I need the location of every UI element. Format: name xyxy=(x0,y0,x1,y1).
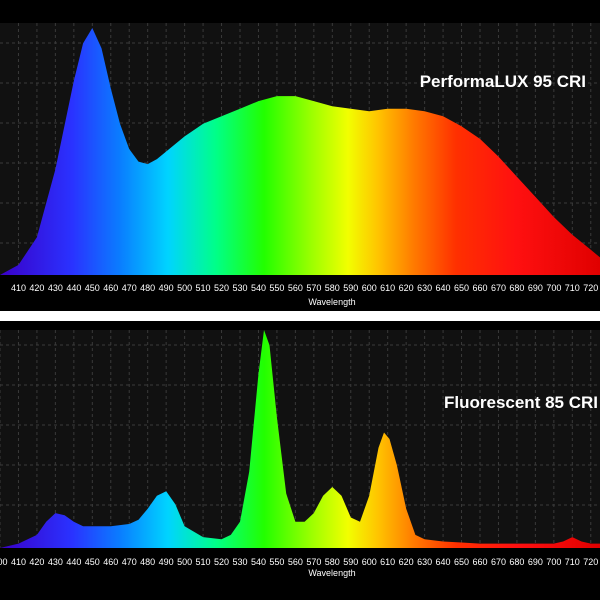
x-tick-label: 550 xyxy=(269,283,284,293)
x-tick-label: 640 xyxy=(436,283,451,293)
x-tick-label: 570 xyxy=(306,557,321,567)
x-tick-label: 510 xyxy=(196,557,211,567)
x-tick-label: 670 xyxy=(491,283,506,293)
x-tick-label: 490 xyxy=(159,283,174,293)
x-tick-label: 450 xyxy=(85,283,100,293)
x-tick-label: 580 xyxy=(325,557,340,567)
x-tick-label: 510 xyxy=(196,283,211,293)
x-tick-label: 540 xyxy=(251,283,266,293)
x-tick-label: 520 xyxy=(214,283,229,293)
x-tick-label: 590 xyxy=(343,557,358,567)
x-tick-label: 520 xyxy=(214,557,229,567)
x-tick-label: 630 xyxy=(417,557,432,567)
x-tick-label: 480 xyxy=(140,557,155,567)
x-axis-title: Wavelength xyxy=(308,297,355,307)
x-tick-label: 690 xyxy=(528,283,543,293)
x-tick-label: 660 xyxy=(472,283,487,293)
x-tick-label: 620 xyxy=(399,557,414,567)
x-tick-label: 410 xyxy=(11,557,26,567)
fluorescent-spectrum-chart: 4004104204304404504604704804905005105205… xyxy=(0,330,600,578)
x-tick-label: 410 xyxy=(11,283,26,293)
performalux-spectrum-chart: 410 420 430 440 450 460 470 480 490 500 510 520 530 5… xyxy=(0,23,600,307)
x-tick-label: 500 xyxy=(177,283,192,293)
spectrum-series-area xyxy=(0,28,600,275)
chart-panel-background xyxy=(0,330,600,548)
x-axis-title: Wavelength xyxy=(308,568,355,578)
x-tick-label: 630 xyxy=(417,283,432,293)
x-tick-label: 530 xyxy=(232,557,247,567)
x-tick-label: 430 xyxy=(48,557,63,567)
x-tick-label: 540 xyxy=(251,557,266,567)
x-tick-label: 680 xyxy=(509,557,524,567)
x-tick-label: 680 xyxy=(509,283,524,293)
x-tick-label: 590 xyxy=(343,283,358,293)
x-tick-label: 660 xyxy=(472,557,487,567)
divider-band xyxy=(0,311,600,321)
x-tick-label: 450 xyxy=(85,557,100,567)
x-tick-label: 650 xyxy=(454,557,469,567)
x-tick-label: 710 xyxy=(565,557,580,567)
x-tick-label: 650 xyxy=(454,283,469,293)
x-tick-label: 430 xyxy=(48,283,63,293)
x-tick-label: 460 xyxy=(103,283,118,293)
x-tick-label: 700 xyxy=(546,283,561,293)
x-tick-label: 470 xyxy=(122,283,137,293)
x-tick-label: 400 xyxy=(0,557,8,567)
x-tick-label: 560 xyxy=(288,557,303,567)
x-tick-label: 560 xyxy=(288,283,303,293)
x-tick-label: 570 xyxy=(306,283,321,293)
x-tick-label: 530 xyxy=(232,283,247,293)
x-tick-label: 720 xyxy=(583,283,598,293)
horizontal-gridlines xyxy=(0,344,600,506)
x-tick-label: 420 xyxy=(29,283,44,293)
x-tick-label: 580 xyxy=(325,283,340,293)
x-tick-label: 710 xyxy=(565,283,580,293)
x-tick-labels: 410 420 430 440 450 460 470 480 490 500 510 520 530 5… xyxy=(11,283,598,293)
x-tick-label: 500 xyxy=(177,557,192,567)
x-tick-label: 600 xyxy=(362,557,377,567)
x-tick-label: 550 xyxy=(269,557,284,567)
x-tick-label: 700 xyxy=(546,557,561,567)
chart-title: PerformaLUX 95 CRI xyxy=(420,72,586,91)
x-tick-label: 610 xyxy=(380,557,395,567)
x-tick-label: 720 xyxy=(583,557,598,567)
x-tick-label: 440 xyxy=(66,283,81,293)
x-tick-label: 600 xyxy=(362,283,377,293)
x-tick-label: 420 xyxy=(29,557,44,567)
x-tick-label: 440 xyxy=(66,557,81,567)
spectrum-series-area xyxy=(0,330,600,548)
x-tick-labels: 4004104204304404504604704804905005105205… xyxy=(0,557,598,567)
x-tick-label: 620 xyxy=(399,283,414,293)
chart-title: Fluorescent 85 CRI xyxy=(444,393,598,412)
x-tick-label: 470 xyxy=(122,557,137,567)
x-tick-label: 610 xyxy=(380,283,395,293)
x-tick-label: 460 xyxy=(103,557,118,567)
x-tick-label: 640 xyxy=(436,557,451,567)
x-tick-label: 480 xyxy=(140,283,155,293)
x-tick-label: 490 xyxy=(159,557,174,567)
vertical-gridlines xyxy=(0,330,592,548)
x-tick-label: 670 xyxy=(491,557,506,567)
x-tick-label: 690 xyxy=(528,557,543,567)
